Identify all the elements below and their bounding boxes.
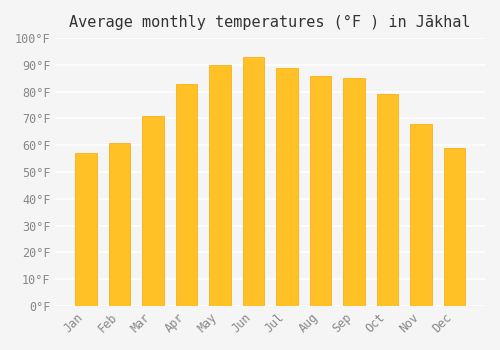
Bar [142,116,164,306]
Bar [343,78,365,306]
Bar [310,76,332,306]
Bar [276,68,298,306]
Bar [410,124,432,306]
Bar [444,148,466,306]
Title: Average monthly temperatures (°F ) in Jākhal: Average monthly temperatures (°F ) in Jā… [70,15,471,30]
Bar [108,142,130,306]
Bar [242,57,264,306]
Bar [209,65,231,306]
Bar [176,84,198,306]
Bar [75,153,97,306]
Bar [376,94,398,306]
